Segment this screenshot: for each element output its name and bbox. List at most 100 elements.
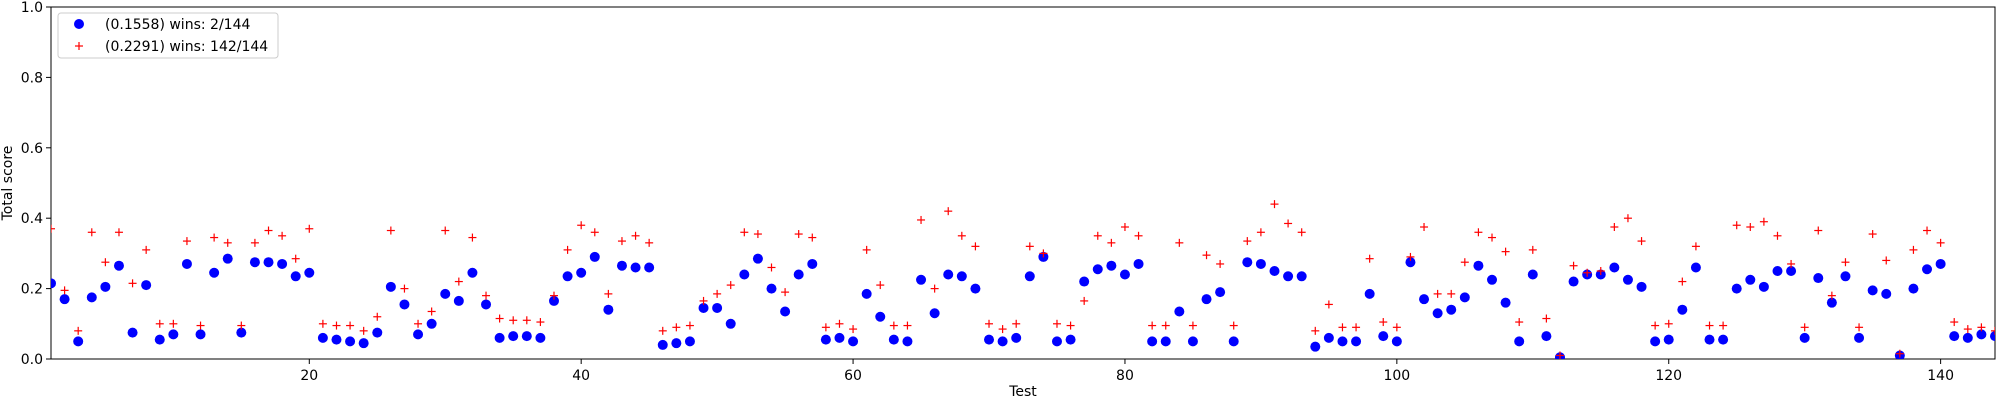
data-point-circle (1826, 297, 1837, 308)
data-point-circle (1079, 276, 1090, 287)
data-point-plus (699, 296, 708, 305)
data-point-plus (1392, 323, 1401, 332)
x-tick-label: 40 (572, 368, 590, 384)
legend-label-series-1: (0.1558) wins: 2/144 (105, 17, 250, 33)
data-point-circle (399, 299, 410, 310)
data-point-circle (209, 267, 220, 278)
data-point-plus (1719, 321, 1728, 330)
data-point-circle (1351, 336, 1362, 347)
data-point-plus (74, 326, 83, 335)
data-point-circle (1758, 281, 1769, 292)
x-tick-label: 140 (1927, 368, 1954, 384)
data-point-plus (169, 319, 178, 328)
data-point-plus (1963, 325, 1972, 334)
data-point-circle (1745, 274, 1756, 285)
data-point-plus (1923, 226, 1932, 235)
data-point-plus (726, 281, 735, 290)
data-point-circle (548, 295, 559, 306)
data-point-circle (358, 338, 369, 349)
data-point-circle (793, 269, 804, 280)
data-point-circle (1690, 262, 1701, 273)
data-point-circle (616, 260, 627, 271)
data-point-plus (373, 312, 382, 321)
legend-box (57, 12, 279, 59)
data-point-circle (467, 267, 478, 278)
data-point-plus (1732, 221, 1741, 230)
data-point-circle (997, 336, 1008, 347)
data-point-plus (617, 237, 626, 246)
data-point-plus (1284, 219, 1293, 228)
data-point-plus (318, 319, 327, 328)
data-point-plus (1827, 291, 1836, 300)
data-point-plus (1950, 318, 1959, 327)
data-point-circle (1840, 271, 1851, 282)
data-point-plus (468, 233, 477, 242)
x-tick-label: 120 (1655, 368, 1682, 384)
data-point-circle (1051, 336, 1062, 347)
data-point-circle (1514, 336, 1525, 347)
data-point-circle (684, 336, 695, 347)
data-point-plus (237, 321, 246, 330)
data-point-circle (1500, 297, 1511, 308)
data-point-plus (957, 231, 966, 240)
data-point-circle (317, 332, 328, 343)
data-point-circle (1541, 331, 1552, 342)
data-point-circle (712, 302, 723, 313)
data-point-plus (1977, 323, 1986, 332)
data-point-circle (657, 339, 668, 350)
data-point-plus (903, 321, 912, 330)
data-point-plus (1093, 231, 1102, 240)
data-point-circle (589, 251, 600, 262)
data-point-circle (263, 257, 274, 268)
data-point-plus (1691, 242, 1700, 251)
data-point-circle (127, 327, 138, 338)
data-point-plus (1175, 238, 1184, 247)
data-point-plus (1039, 249, 1048, 258)
data-point-plus (821, 323, 830, 332)
data-point-plus (767, 263, 776, 272)
data-point-plus (196, 321, 205, 330)
data-point-plus (1664, 319, 1673, 328)
data-point-circle (1323, 332, 1334, 343)
data-point-circle (739, 269, 750, 280)
data-point-plus (1107, 238, 1116, 247)
data-point-plus (1025, 242, 1034, 251)
data-point-plus (1080, 296, 1089, 305)
data-point-plus (60, 286, 69, 295)
data-point-plus (998, 325, 1007, 334)
data-point-circle (385, 281, 396, 292)
legend-marker-red-plus (75, 42, 83, 50)
data-point-circle (943, 269, 954, 280)
data-point-circle (1011, 332, 1022, 343)
data-point-plus (1052, 319, 1061, 328)
series-1 (51, 251, 1995, 359)
data-point-plus (1528, 245, 1537, 254)
data-point-plus (631, 231, 640, 240)
data-point-plus (849, 325, 858, 334)
data-point-plus (1352, 323, 1361, 332)
data-point-plus (1583, 268, 1592, 277)
data-point-circle (1881, 288, 1892, 299)
data-point-plus (1256, 228, 1265, 237)
data-point-plus (414, 319, 423, 328)
data-point-circle (1337, 336, 1348, 347)
data-point-circle (956, 271, 967, 282)
data-point-plus (291, 254, 300, 263)
data-point-plus (1148, 321, 1157, 330)
data-point-circle (766, 283, 777, 294)
data-point-circle (1935, 258, 1946, 269)
data-point-plus (835, 319, 844, 328)
data-point-plus (917, 215, 926, 224)
data-point-circle (1133, 258, 1144, 269)
data-point-circle (1487, 274, 1498, 285)
x-tick-label: 100 (1383, 368, 1410, 384)
data-point-plus (1991, 326, 1995, 335)
data-point-circle (1867, 285, 1878, 296)
data-point-circle (929, 308, 940, 319)
data-point-plus (1338, 323, 1347, 332)
x-tick-label: 60 (844, 368, 862, 384)
data-point-plus (1270, 200, 1279, 209)
data-point-plus (1895, 349, 1904, 358)
data-point-circle (1704, 334, 1715, 345)
data-point-plus (1365, 254, 1374, 263)
